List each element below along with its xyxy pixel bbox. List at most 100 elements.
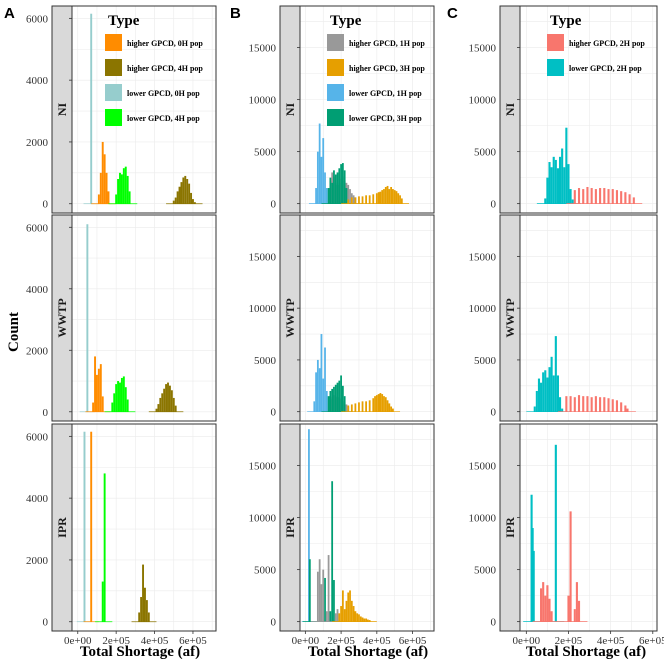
bar-lower-gpcd-3h-pop [327,396,330,412]
bar-higher-gpcd-4h-pop [174,405,177,412]
bar-higher-gpcd-2h-pop [567,595,570,622]
strip-label-ni: NI [283,103,297,117]
bar-lower-gpcd-2h-pop [548,367,551,412]
bar-lower-gpcd-4h-pop [120,174,123,204]
bar-higher-gpcd-3h-pop [340,606,342,622]
legend-key-lower-gpcd-0h-pop [105,84,122,101]
bar-higher-gpcd-3h-pop [347,405,350,412]
bar-higher-gpcd-4h-pop [145,600,148,622]
bar-higher-gpcd-1h-pop [318,559,321,622]
bar-higher-gpcd-0h-pop [101,141,104,204]
bar-higher-gpcd-1h-pop [316,571,319,622]
bar-higher-gpcd-0h-pop [92,402,95,412]
bar-lower-gpcd-1h-pop [324,172,326,204]
bar-higher-gpcd-2h-pop [569,511,572,622]
bar-higher-gpcd-2h-pop [615,400,619,412]
bar-higher-gpcd-4h-pop [155,408,158,412]
bar-higher-gpcd-2h-pop [615,190,619,204]
bar-higher-gpcd-2h-pop [624,405,627,412]
legend-label-lower-gpcd-2h-pop: lower GPCD, 2H pop [569,64,642,73]
bar-higher-gpcd-2h-pop [603,188,606,204]
panel-border [71,214,217,422]
bar-higher-gpcd-4h-pop [140,597,143,622]
bar-lower-gpcd-2h-pop [542,372,545,412]
bar-lower-gpcd-1h-pop [325,188,328,204]
bar-higher-gpcd-3h-pop [379,191,382,204]
bar-higher-gpcd-0h-pop [97,194,100,204]
bar-higher-gpcd-4h-pop [167,382,169,412]
bar-lower-gpcd-3h-pop [329,611,332,622]
bar-higher-gpcd-3h-pop [393,190,396,204]
x-axis-title-b: Total Shortage (af) [308,644,428,660]
y-tick-label: 15000 [469,251,497,263]
y-tick-label: 5000 [254,147,277,159]
legend-title: Type [330,13,362,29]
bar-lower-gpcd-4h-pop [122,168,125,204]
bar-lower-gpcd-1h-pop [315,372,317,412]
bar-higher-gpcd-3h-pop [354,403,357,412]
bar-higher-gpcd-3h-pop [384,397,387,412]
y-tick-label: 4000 [26,493,49,505]
bar-higher-gpcd-3h-pop [372,194,375,204]
bar-higher-gpcd-1h-pop [327,555,330,622]
bar-higher-gpcd-2h-pop [603,397,606,412]
bar-higher-gpcd-2h-pop [573,609,576,622]
bar-higher-gpcd-2h-pop [590,397,593,412]
bar-lower-gpcd-4h-pop [122,376,125,412]
bar-higher-gpcd-2h-pop [577,395,581,412]
bar-higher-gpcd-4h-pop [188,183,191,204]
bar-higher-gpcd-3h-pop [381,394,384,412]
y-tick-label: 15000 [469,461,497,473]
bar-higher-gpcd-3h-pop [341,590,344,622]
strip-label-wwtp: WWTP [55,298,69,337]
x-tick-label: 4e+05 [363,635,391,647]
bar-higher-gpcd-2h-pop [565,396,568,412]
bar-higher-gpcd-3h-pop [392,408,394,412]
strip-label-wwtp: WWTP [503,298,517,337]
bar-lower-gpcd-4h-pop [103,473,106,622]
bar-higher-gpcd-2h-pop [624,192,627,204]
x-tick-label: 2e+05 [327,635,355,647]
bar-lower-gpcd-2h-pop [548,162,551,204]
bar-higher-gpcd-3h-pop [338,613,341,622]
bar-lower-gpcd-3h-pop [343,170,346,204]
bar-higher-gpcd-2h-pop [540,588,543,622]
panel-border [299,5,435,214]
bar-lower-gpcd-2h-pop [533,406,536,412]
y-tick-label: 0 [491,617,497,629]
bar-lower-gpcd-4h-pop [126,399,129,412]
bar-lower-gpcd-3h-pop [340,375,342,412]
bar-lower-gpcd-2h-pop [558,156,562,204]
bar-lower-gpcd-2h-pop [552,375,555,412]
bar-higher-gpcd-4h-pop [163,388,166,412]
panel-letter-b: B [230,5,241,22]
y-tick-label: 2000 [26,137,49,149]
bar-higher-gpcd-3h-pop [358,402,360,412]
bar-higher-gpcd-2h-pop [577,188,581,204]
bar-lower-gpcd-1h-pop [318,368,321,412]
y-tick-label: 10000 [469,513,497,525]
x-tick-label: 0e+00 [513,635,541,647]
bar-lower-gpcd-3h-pop [327,188,330,204]
bar-lower-gpcd-2h-pop [532,550,535,622]
bar-higher-gpcd-3h-pop [365,618,367,622]
bar-higher-gpcd-3h-pop [361,401,364,412]
y-tick-label: 15000 [249,461,277,473]
bar-higher-gpcd-0h-pop [103,154,106,204]
bar-higher-gpcd-1h-pop [349,189,351,204]
bar-lower-gpcd-4h-pop [119,382,121,412]
panel-border [299,423,435,632]
bar-higher-gpcd-4h-pop [193,202,196,204]
y-tick-label: 4000 [26,284,49,296]
bar-lower-gpcd-2h-pop [554,444,557,622]
y-tick-label: 10000 [469,303,497,315]
legend-key-higher-gpcd-4h-pop [105,59,122,76]
bar-higher-gpcd-3h-pop [367,619,369,622]
bar-lower-gpcd-3h-pop [331,182,334,204]
bar-lower-gpcd-2h-pop [567,164,570,204]
bar-higher-gpcd-3h-pop [365,401,367,412]
bar-lower-gpcd-4h-pop [117,179,120,204]
y-tick-label: 10000 [249,513,277,525]
x-tick-label: 4e+05 [597,635,625,647]
bar-higher-gpcd-2h-pop [628,194,631,204]
